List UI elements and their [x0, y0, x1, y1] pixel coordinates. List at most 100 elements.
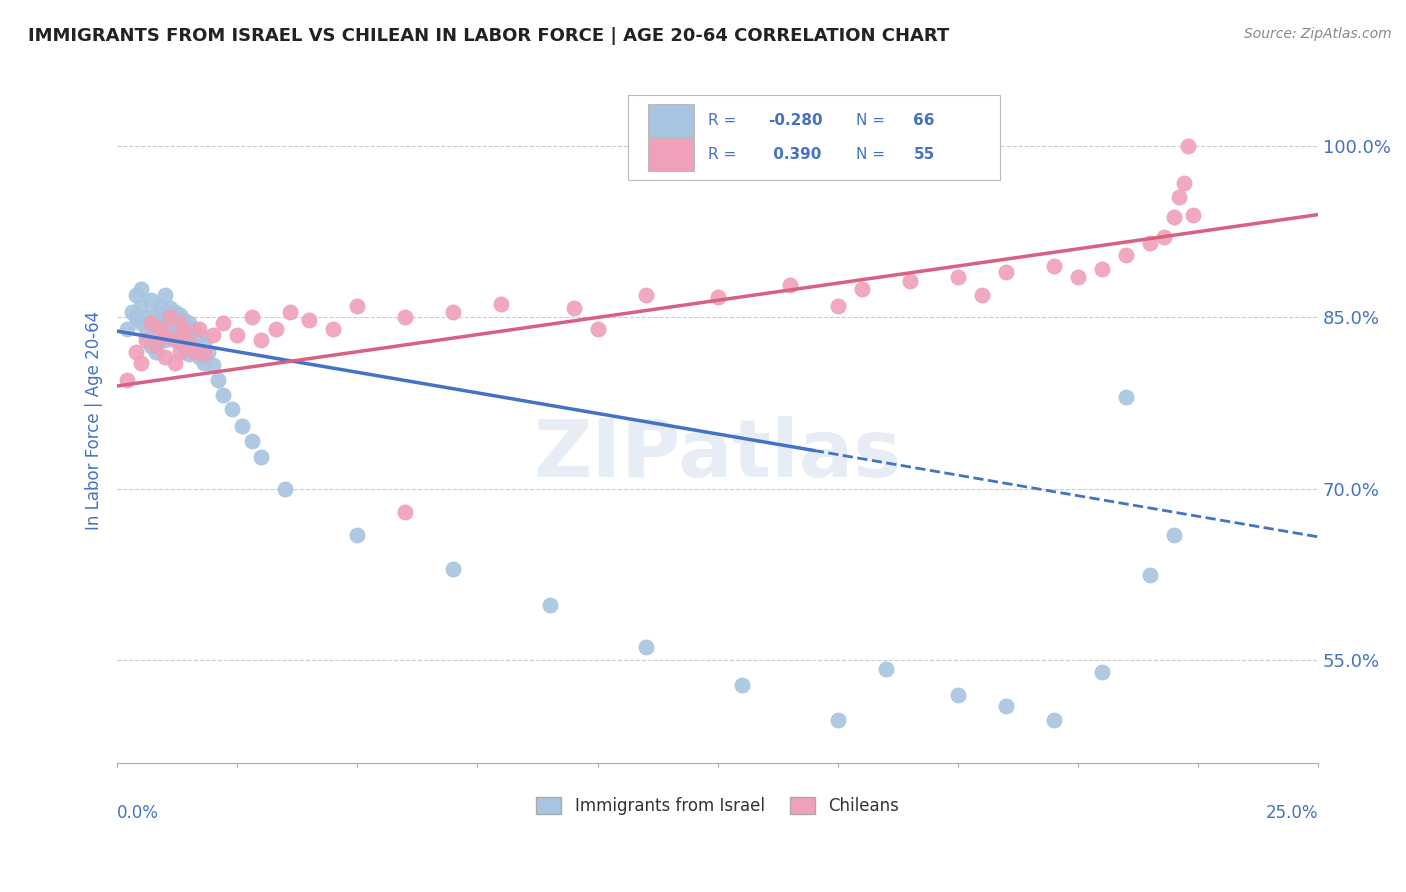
Point	[163, 304, 186, 318]
Point	[121, 304, 143, 318]
Text: R =: R =	[709, 147, 741, 162]
Point	[145, 322, 167, 336]
Point	[139, 339, 162, 353]
Point	[394, 310, 416, 325]
Bar	[648, 103, 693, 136]
Point	[155, 304, 177, 318]
Point	[706, 290, 728, 304]
Text: IMMIGRANTS FROM ISRAEL VS CHILEAN IN LABOR FORCE | AGE 20-64 CORRELATION CHART: IMMIGRANTS FROM ISRAEL VS CHILEAN IN LAB…	[28, 27, 949, 45]
Point	[1115, 247, 1137, 261]
Point	[139, 316, 162, 330]
Point	[173, 312, 195, 326]
Point	[994, 265, 1017, 279]
Point	[322, 322, 344, 336]
Text: 66: 66	[914, 112, 935, 128]
Point	[193, 356, 215, 370]
Point	[145, 304, 167, 318]
Point	[1091, 262, 1114, 277]
Point	[562, 301, 585, 316]
Point	[163, 316, 186, 330]
Point	[129, 282, 152, 296]
Point	[851, 282, 873, 296]
Point	[129, 299, 152, 313]
Point	[187, 351, 209, 365]
Point	[634, 640, 657, 654]
Point	[159, 327, 181, 342]
Point	[278, 304, 301, 318]
Point	[145, 344, 167, 359]
Point	[1139, 236, 1161, 251]
Point	[202, 359, 225, 373]
Point	[346, 299, 368, 313]
Point	[135, 327, 157, 342]
Point	[586, 322, 609, 336]
Point	[163, 356, 186, 370]
Point	[1167, 190, 1189, 204]
Point	[1043, 259, 1066, 273]
Point	[129, 316, 152, 330]
Point	[125, 310, 148, 325]
Point	[169, 344, 191, 359]
Point	[1067, 270, 1090, 285]
Point	[994, 698, 1017, 713]
Point	[173, 343, 195, 357]
Point	[274, 482, 297, 496]
Point	[970, 287, 993, 301]
Point	[1115, 391, 1137, 405]
Point	[193, 347, 215, 361]
Point	[155, 327, 177, 342]
Point	[231, 419, 253, 434]
Point	[197, 344, 219, 359]
Point	[183, 344, 205, 359]
Point	[1163, 210, 1185, 224]
Point	[240, 310, 263, 325]
Point	[115, 322, 138, 336]
Point	[179, 335, 201, 350]
Point	[346, 527, 368, 541]
Point	[221, 401, 243, 416]
Point	[250, 333, 273, 347]
Point	[202, 327, 225, 342]
Point	[1043, 713, 1066, 727]
Point	[149, 299, 172, 313]
Point	[491, 296, 513, 310]
Point	[1153, 230, 1175, 244]
Point	[212, 316, 235, 330]
Text: R =: R =	[709, 112, 741, 128]
Text: 0.0%: 0.0%	[117, 805, 159, 822]
Point	[159, 312, 181, 326]
Text: ZIPatlas: ZIPatlas	[533, 416, 901, 493]
Point	[125, 287, 148, 301]
Point	[159, 310, 181, 325]
Point	[240, 434, 263, 448]
Point	[298, 312, 321, 326]
Point	[1177, 139, 1199, 153]
Point	[129, 356, 152, 370]
Point	[149, 312, 172, 326]
Text: N =: N =	[856, 147, 890, 162]
Point	[634, 287, 657, 301]
Point	[149, 333, 172, 347]
FancyBboxPatch shape	[627, 95, 1000, 180]
Point	[207, 373, 229, 387]
Text: 25.0%: 25.0%	[1265, 805, 1319, 822]
Point	[169, 316, 191, 330]
Point	[193, 335, 215, 350]
Point	[875, 662, 897, 676]
Text: Source: ZipAtlas.com: Source: ZipAtlas.com	[1244, 27, 1392, 41]
Point	[443, 304, 465, 318]
Point	[155, 333, 177, 347]
Point	[135, 333, 157, 347]
Point	[443, 562, 465, 576]
Point	[264, 322, 287, 336]
Point	[731, 678, 754, 692]
Text: 0.390: 0.390	[768, 147, 821, 162]
Y-axis label: In Labor Force | Age 20-64: In Labor Force | Age 20-64	[86, 310, 103, 530]
Point	[212, 388, 235, 402]
Point	[149, 322, 172, 336]
Point	[155, 287, 177, 301]
Point	[135, 310, 157, 325]
Point	[827, 713, 849, 727]
Point	[155, 316, 177, 330]
Point	[946, 688, 969, 702]
